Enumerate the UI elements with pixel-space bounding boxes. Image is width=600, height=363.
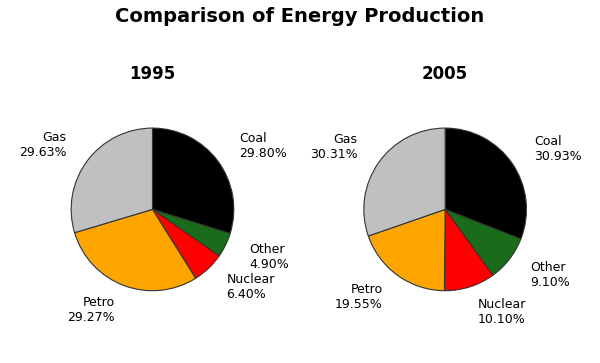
Wedge shape: [445, 128, 526, 239]
Text: Other
4.90%: Other 4.90%: [249, 242, 289, 270]
Text: Gas
29.63%: Gas 29.63%: [19, 131, 67, 159]
Text: Other
9.10%: Other 9.10%: [530, 261, 570, 289]
Text: Nuclear
10.10%: Nuclear 10.10%: [478, 298, 526, 326]
Wedge shape: [71, 128, 152, 233]
Text: Petro
29.27%: Petro 29.27%: [67, 296, 115, 324]
Title: 1995: 1995: [130, 65, 176, 83]
Wedge shape: [445, 209, 521, 275]
Wedge shape: [445, 209, 493, 291]
Text: Petro
19.55%: Petro 19.55%: [335, 282, 383, 311]
Text: Nuclear
6.40%: Nuclear 6.40%: [226, 273, 275, 301]
Text: Comparison of Energy Production: Comparison of Energy Production: [115, 7, 485, 26]
Wedge shape: [152, 128, 234, 233]
Title: 2005: 2005: [422, 65, 468, 83]
Text: Gas
30.31%: Gas 30.31%: [310, 133, 358, 161]
Wedge shape: [152, 209, 230, 256]
Wedge shape: [368, 209, 445, 291]
Text: Coal
29.80%: Coal 29.80%: [239, 132, 287, 160]
Text: Coal
30.93%: Coal 30.93%: [534, 135, 581, 163]
Wedge shape: [364, 128, 445, 236]
Wedge shape: [152, 209, 219, 278]
Wedge shape: [74, 209, 196, 291]
